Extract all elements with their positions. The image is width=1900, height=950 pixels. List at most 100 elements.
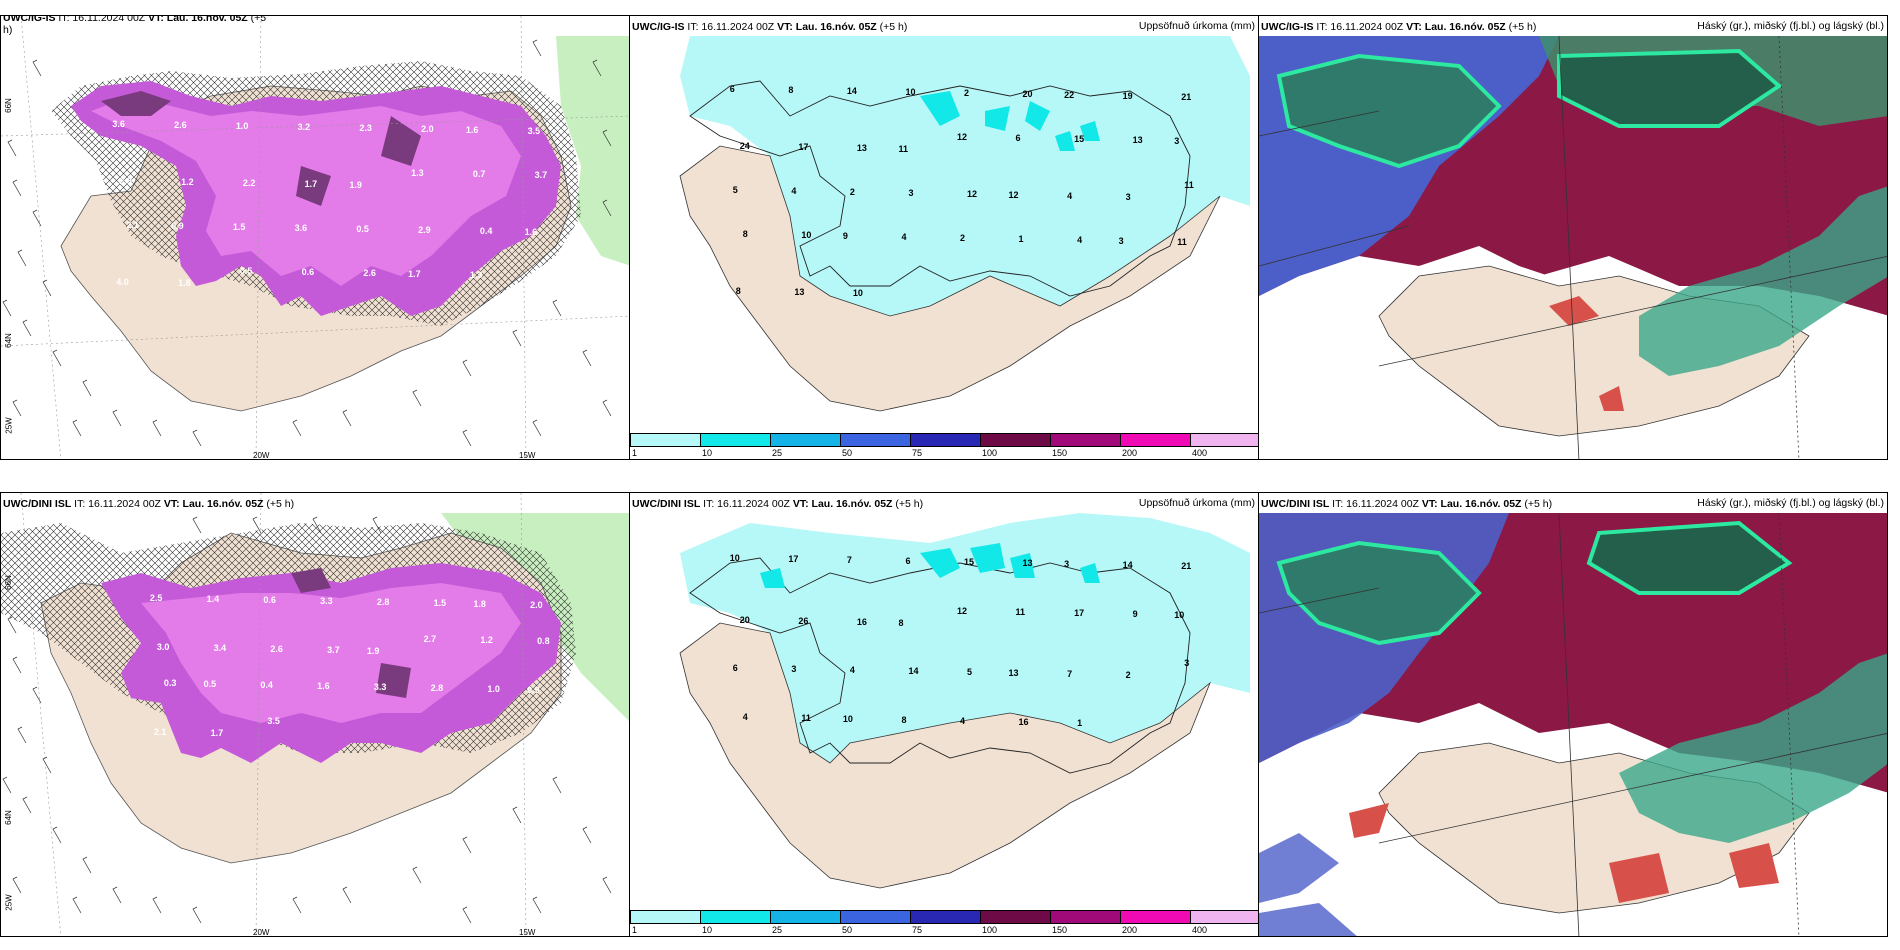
colorbar-swatch [700, 433, 771, 447]
precip-colorbar: 1 10 25 50 75 100 150 200 400 [630, 908, 1258, 936]
map-value-label: 13 [794, 287, 805, 297]
cloud-map [1259, 493, 1887, 936]
init-time: IT: 16.11.2024 00Z [687, 21, 775, 33]
map-value-label: 0.7 [472, 169, 486, 180]
map-value-label: 2.3 [359, 123, 372, 134]
map-value-label: 2.1 [126, 219, 139, 230]
panel-header: UWC/DINI ISL IT: 16.11.2024 00Z VT: Lau.… [1261, 498, 1552, 510]
map-value-label: 11 [1015, 606, 1026, 617]
colorbar-swatch [630, 433, 701, 447]
valid-time: VT: Lau. 16.nóv. 05Z [1406, 21, 1506, 33]
map-value-label: 8 [788, 85, 794, 95]
map-value-label: 1.6 [317, 681, 330, 692]
colorbar-tick: 200 [1122, 925, 1138, 935]
map-value-label: 3.6 [112, 119, 125, 130]
map-value-label: 6 [732, 663, 738, 674]
iceland-land [679, 145, 1221, 412]
coastline [689, 557, 1191, 774]
map-value-label: 16 [856, 616, 867, 627]
panel-header: UWC/IG-IS IT: 16.11.2024 00Z VT: Lau. 16… [1261, 21, 1536, 33]
colorbar-tick: 100 [982, 448, 998, 458]
lead-time: (+5 h) [895, 498, 924, 510]
cloud-map [1259, 16, 1887, 459]
map-value-label: 2.8 [376, 596, 390, 607]
map-value-label: 1.7 [304, 179, 318, 190]
colorbar-swatch [840, 910, 911, 924]
map-value-label: 1 [1018, 234, 1024, 244]
map-value-label: 10 [801, 230, 812, 240]
map-value-label: 0.4 [479, 225, 493, 236]
map-value-label: 1.0 [487, 684, 500, 695]
map-value-label: 3.0 [156, 641, 170, 652]
panel-title-right: Háský (gr.), miðský (fj.bl.) og lágský (… [1697, 497, 1884, 509]
lon-label-15w: 15W [519, 928, 536, 937]
init-time: IT: 16.11.2024 00Z [1332, 498, 1419, 510]
colorbar-tick: 200 [1122, 448, 1138, 458]
map-value-label: 4 [791, 186, 797, 196]
colorbar-tick: 75 [912, 925, 923, 935]
map-value-label: 3.6 [294, 222, 308, 233]
map-value-label: 4 [742, 711, 748, 722]
map-value-label: 10 [842, 713, 853, 724]
map-value-label: 2.6 [363, 267, 376, 278]
map-value-label: 5 [967, 667, 973, 678]
coastline [689, 80, 1191, 297]
map-value-label: 1.4 [206, 593, 220, 604]
map-value-label: 4.0 [116, 276, 129, 287]
map-value-label: 2.9 [418, 224, 431, 235]
panel-header: UWC/IG-IS IT: 16.11.2024 00Z VT: Lau. 16… [3, 15, 267, 36]
colorbar-swatch [1050, 433, 1121, 447]
map-value-label: 8 [901, 714, 907, 725]
init-time: IT: 16.11.2024 00Z [1316, 21, 1404, 33]
colorbar-tick: 50 [842, 448, 853, 458]
map-value-label: 15 [1074, 134, 1085, 144]
map-value-label: 0.6 [263, 594, 276, 605]
map-value-label: 2.6 [174, 120, 187, 131]
map-value-label: 8 [898, 617, 904, 628]
lon-label-15w: 15W [519, 451, 536, 460]
mid-cloud-se [1639, 186, 1887, 376]
map-value-label: 22 [1064, 90, 1075, 100]
map-value-label: 2.0 [421, 124, 434, 135]
map-value-label: 16 [1018, 716, 1029, 727]
map-value-label: 2 [964, 88, 970, 98]
init-time: IT: 16.11.2024 00Z [74, 498, 161, 510]
panel-header: UWC/DINI ISL IT: 16.11.2024 00Z VT: Lau.… [632, 498, 923, 510]
map-value-label: 3 [1118, 236, 1124, 246]
map-value-label: 3.3 [373, 682, 387, 693]
map-value-label: 1 [1077, 717, 1083, 728]
map-value-label: 1.5 [433, 597, 447, 608]
map-value-label: 10 [852, 288, 863, 298]
panel-precip-igis: UWC/IG-IS IT: 16.11.2024 00Z VT: Lau. 16… [629, 15, 1259, 460]
map-value-label: 3.7 [534, 170, 548, 181]
map-value-label: 3 [1174, 136, 1180, 146]
valid-time: VT: Lau. 16.nóv. 05Z [163, 498, 264, 510]
panel-precip-dini: UWC/DINI ISL IT: 16.11.2024 00Z VT: Lau.… [629, 492, 1259, 937]
mid-cloud-nw [1276, 53, 1502, 169]
map-value-label: 2 [1125, 670, 1131, 681]
lead-time: (+5 [250, 15, 267, 24]
colorbar-tick: 100 [982, 925, 998, 935]
colorbar-swatch [1050, 910, 1121, 924]
panel-title-right: Uppsöfnuð úrkoma (mm) [1138, 20, 1255, 32]
map-value-label: 1.0 [235, 121, 249, 132]
map-value-label: 3.5 [267, 716, 280, 727]
map-value-label: 0.5 [239, 265, 253, 276]
colorbar-tick: 400 [1192, 448, 1208, 458]
lead-time: (+5 h) [1524, 498, 1553, 510]
map-value-label: 1.8 [178, 277, 191, 288]
colorbar-tick: 150 [1052, 925, 1068, 935]
map-value-label: 2 [960, 233, 966, 243]
map-value-label: 15 [964, 557, 975, 568]
snow-shading-dark [101, 91, 421, 206]
mid-cloud-ne [1557, 48, 1783, 128]
colorbar-swatch [980, 433, 1051, 447]
map-value-label: 11 [1184, 180, 1194, 190]
model-name: UWC/IG-IS [3, 15, 56, 24]
precip-labels: 6 8 14 10 2 20 22 19 21 24 17 13 11 12 6 15 13 3 5 4 2 3 12 12 4… [630, 16, 1258, 459]
model-name: UWC/IG-IS [1261, 21, 1314, 33]
model-name: UWC/IG-IS [632, 21, 685, 33]
map-value-label: 20 [1022, 89, 1033, 99]
map-value-label: 3.4 [213, 642, 227, 653]
green-area [556, 36, 629, 266]
